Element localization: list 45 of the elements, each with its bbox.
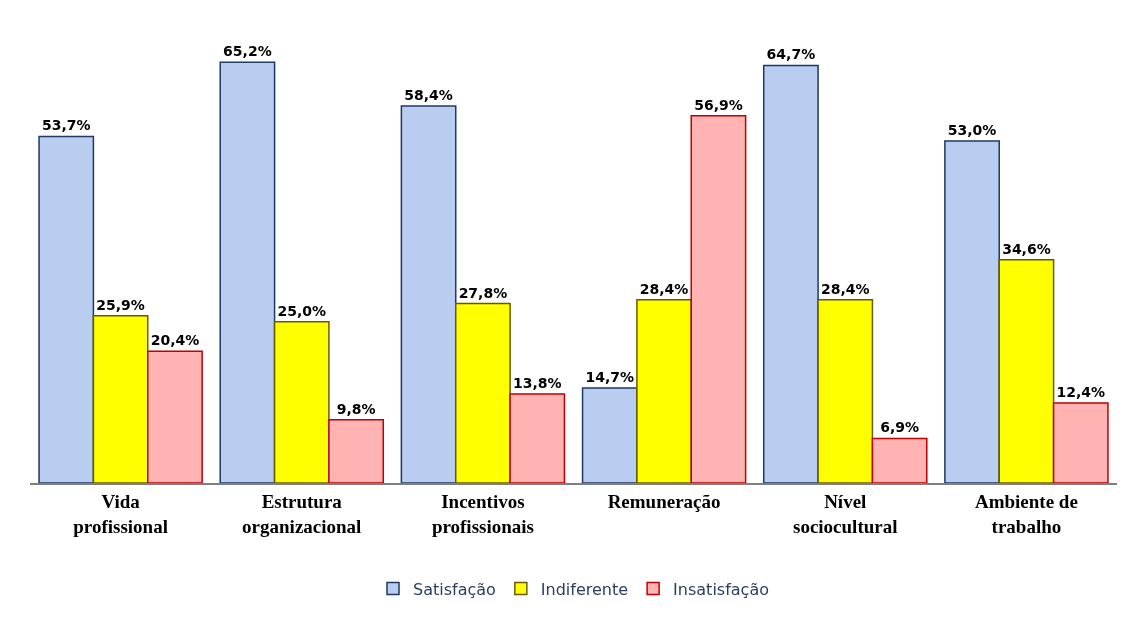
bar bbox=[147, 350, 203, 483]
bar bbox=[400, 105, 457, 483]
data-label: 25,9% bbox=[96, 296, 145, 313]
x-tick-label: Ambiente de trabalho bbox=[974, 490, 1078, 537]
x-tick-label: Estrutura organizacional bbox=[242, 490, 362, 537]
x-tick-label: Incentivos profissionais bbox=[431, 490, 534, 537]
data-label: 56,9% bbox=[694, 96, 743, 113]
data-label: 28,4% bbox=[639, 280, 689, 297]
bar bbox=[944, 140, 1000, 483]
data-label: 20,4% bbox=[150, 332, 200, 349]
data-label: 27,8% bbox=[458, 284, 508, 301]
data-label: 53,0% bbox=[947, 121, 997, 138]
data-label: 13,8% bbox=[512, 374, 562, 391]
bar bbox=[454, 302, 511, 483]
bar bbox=[92, 315, 149, 483]
bar bbox=[38, 135, 95, 483]
data-label: 14,7% bbox=[585, 369, 635, 386]
bar bbox=[509, 393, 566, 483]
legend-label: Indiferente bbox=[540, 579, 629, 599]
bar bbox=[762, 64, 819, 483]
bar bbox=[871, 437, 928, 483]
bar bbox=[998, 258, 1055, 483]
data-label: 58,4% bbox=[404, 87, 453, 104]
bar bbox=[219, 61, 276, 483]
x-tick-label: Remuneração bbox=[607, 490, 721, 512]
data-label: 34,6% bbox=[1002, 240, 1051, 257]
bar bbox=[636, 298, 693, 483]
bar bbox=[581, 387, 638, 483]
bar bbox=[328, 418, 385, 483]
bar bbox=[817, 298, 874, 483]
legend-label: Satisfação bbox=[413, 579, 496, 599]
data-label: 12,4% bbox=[1056, 383, 1106, 400]
x-tick-label: Nível sociocultural bbox=[793, 490, 898, 537]
data-label: 65,2% bbox=[223, 43, 272, 60]
bar bbox=[1052, 402, 1109, 483]
data-label: 25,0% bbox=[277, 302, 327, 319]
bar bbox=[690, 114, 747, 483]
x-tick-label: Vida profissional bbox=[73, 490, 168, 537]
legend-label: Insatisfação bbox=[673, 579, 769, 599]
data-label: 9,8% bbox=[336, 400, 376, 417]
bar bbox=[273, 320, 330, 483]
data-label: 28,4% bbox=[820, 280, 870, 297]
data-label: 53,7% bbox=[41, 117, 91, 134]
data-label: 6,9% bbox=[880, 419, 920, 436]
data-label: 64,7% bbox=[766, 46, 816, 63]
